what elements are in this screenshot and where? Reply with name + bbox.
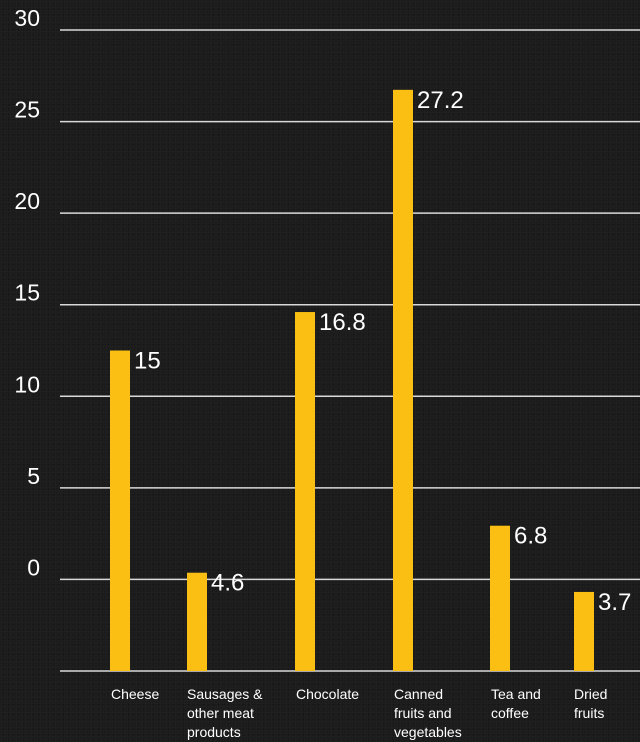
- x-category-label: Dried fruits: [574, 686, 608, 721]
- data-label: 15: [134, 348, 161, 375]
- x-category-label: Cheese: [111, 686, 160, 702]
- y-tick-label: 15: [14, 280, 40, 306]
- bar: [490, 525, 510, 671]
- x-category-label: Sausages & other meat products: [187, 686, 263, 740]
- data-label: 4.6: [211, 570, 244, 597]
- data-label: 3.7: [598, 589, 631, 616]
- gridlines: [60, 29, 640, 672]
- bar: [574, 591, 594, 671]
- y-axis-tick-labels: 30 25 20 15 10 5 0: [14, 5, 40, 580]
- x-category-label: Tea and coffee: [491, 686, 541, 721]
- y-tick-label: 30: [14, 5, 40, 31]
- data-label: 6.8: [514, 523, 547, 550]
- bar: [110, 350, 130, 671]
- bar: [295, 312, 315, 671]
- y-tick-label: 5: [27, 463, 40, 489]
- bars: [110, 89, 594, 672]
- bar: [187, 572, 207, 671]
- x-category-label: Canned fruits and vegetables: [394, 686, 462, 740]
- y-tick-label: 10: [14, 371, 40, 397]
- y-tick-label: 20: [14, 188, 40, 214]
- x-category-label: Chocolate: [296, 686, 360, 702]
- data-labels: 15 4.6 16.8 27.2 6.8 3.7: [134, 87, 631, 616]
- data-label: 27.2: [417, 87, 464, 114]
- y-tick-label: 0: [27, 554, 40, 580]
- bar: [393, 89, 413, 672]
- data-label: 16.8: [319, 309, 366, 336]
- y-tick-label: 25: [14, 97, 40, 123]
